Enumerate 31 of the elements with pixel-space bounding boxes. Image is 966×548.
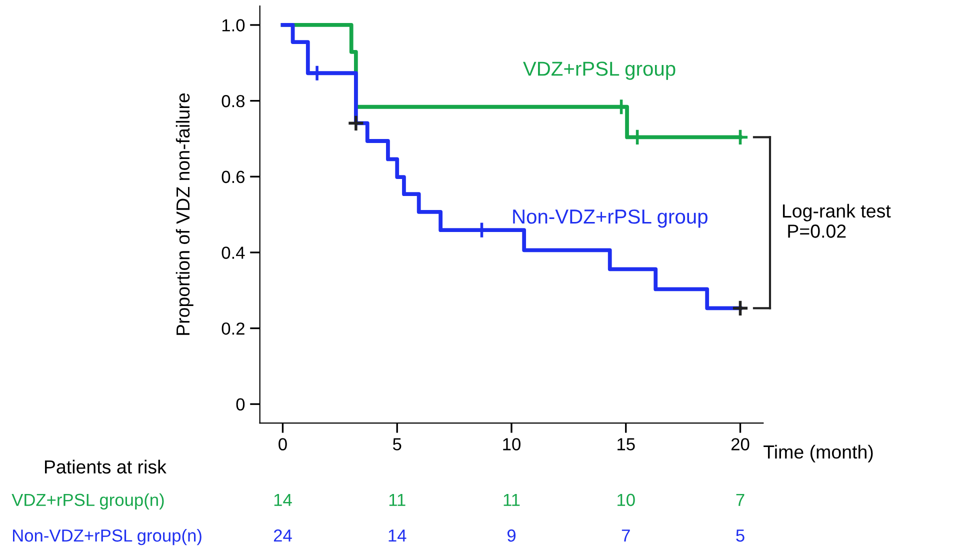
text: Log-rank test P=0.02	[782, 204, 891, 238]
y-tick-label: 1.0	[222, 19, 245, 32]
text: 11	[504, 494, 520, 506]
text: 14	[388, 530, 406, 542]
text: 7	[736, 494, 744, 506]
text: 10	[618, 494, 635, 506]
x-tick-label: 15	[618, 438, 635, 450]
point	[732, 300, 749, 317]
text: 5	[736, 530, 744, 542]
series-label: VDZ+rPSL group	[523, 62, 676, 80]
text: 24	[274, 529, 292, 542]
y-tick-label: 0.8	[222, 94, 245, 108]
text: 7	[622, 530, 630, 542]
x-tick-label: 5	[392, 438, 402, 450]
point	[347, 114, 365, 132]
y-tick-label: 0.4	[222, 246, 245, 259]
y-tick-label: 0	[236, 398, 245, 411]
y-tick-label: 0.6	[222, 170, 245, 184]
y-axis-title: Proportion of VDZ non-failure	[176, 93, 194, 335]
text: Patients at risk	[45, 460, 166, 474]
x-tick-label: 20	[731, 438, 750, 450]
text: VDZ+rPSL group(n)	[12, 493, 164, 510]
x-tick-label: 0	[278, 438, 287, 450]
y-tick-label: 0.2	[222, 322, 244, 335]
x-tick-label: 10	[503, 438, 520, 450]
text: 14	[274, 494, 292, 506]
series-label: Non-VDZ+rPSL group	[513, 209, 708, 228]
text: 11	[389, 494, 406, 506]
x-axis-title: Time (month)	[764, 444, 873, 462]
text: Non-VDZ+rPSL group(n)	[13, 528, 202, 546]
text: 9	[507, 529, 516, 542]
